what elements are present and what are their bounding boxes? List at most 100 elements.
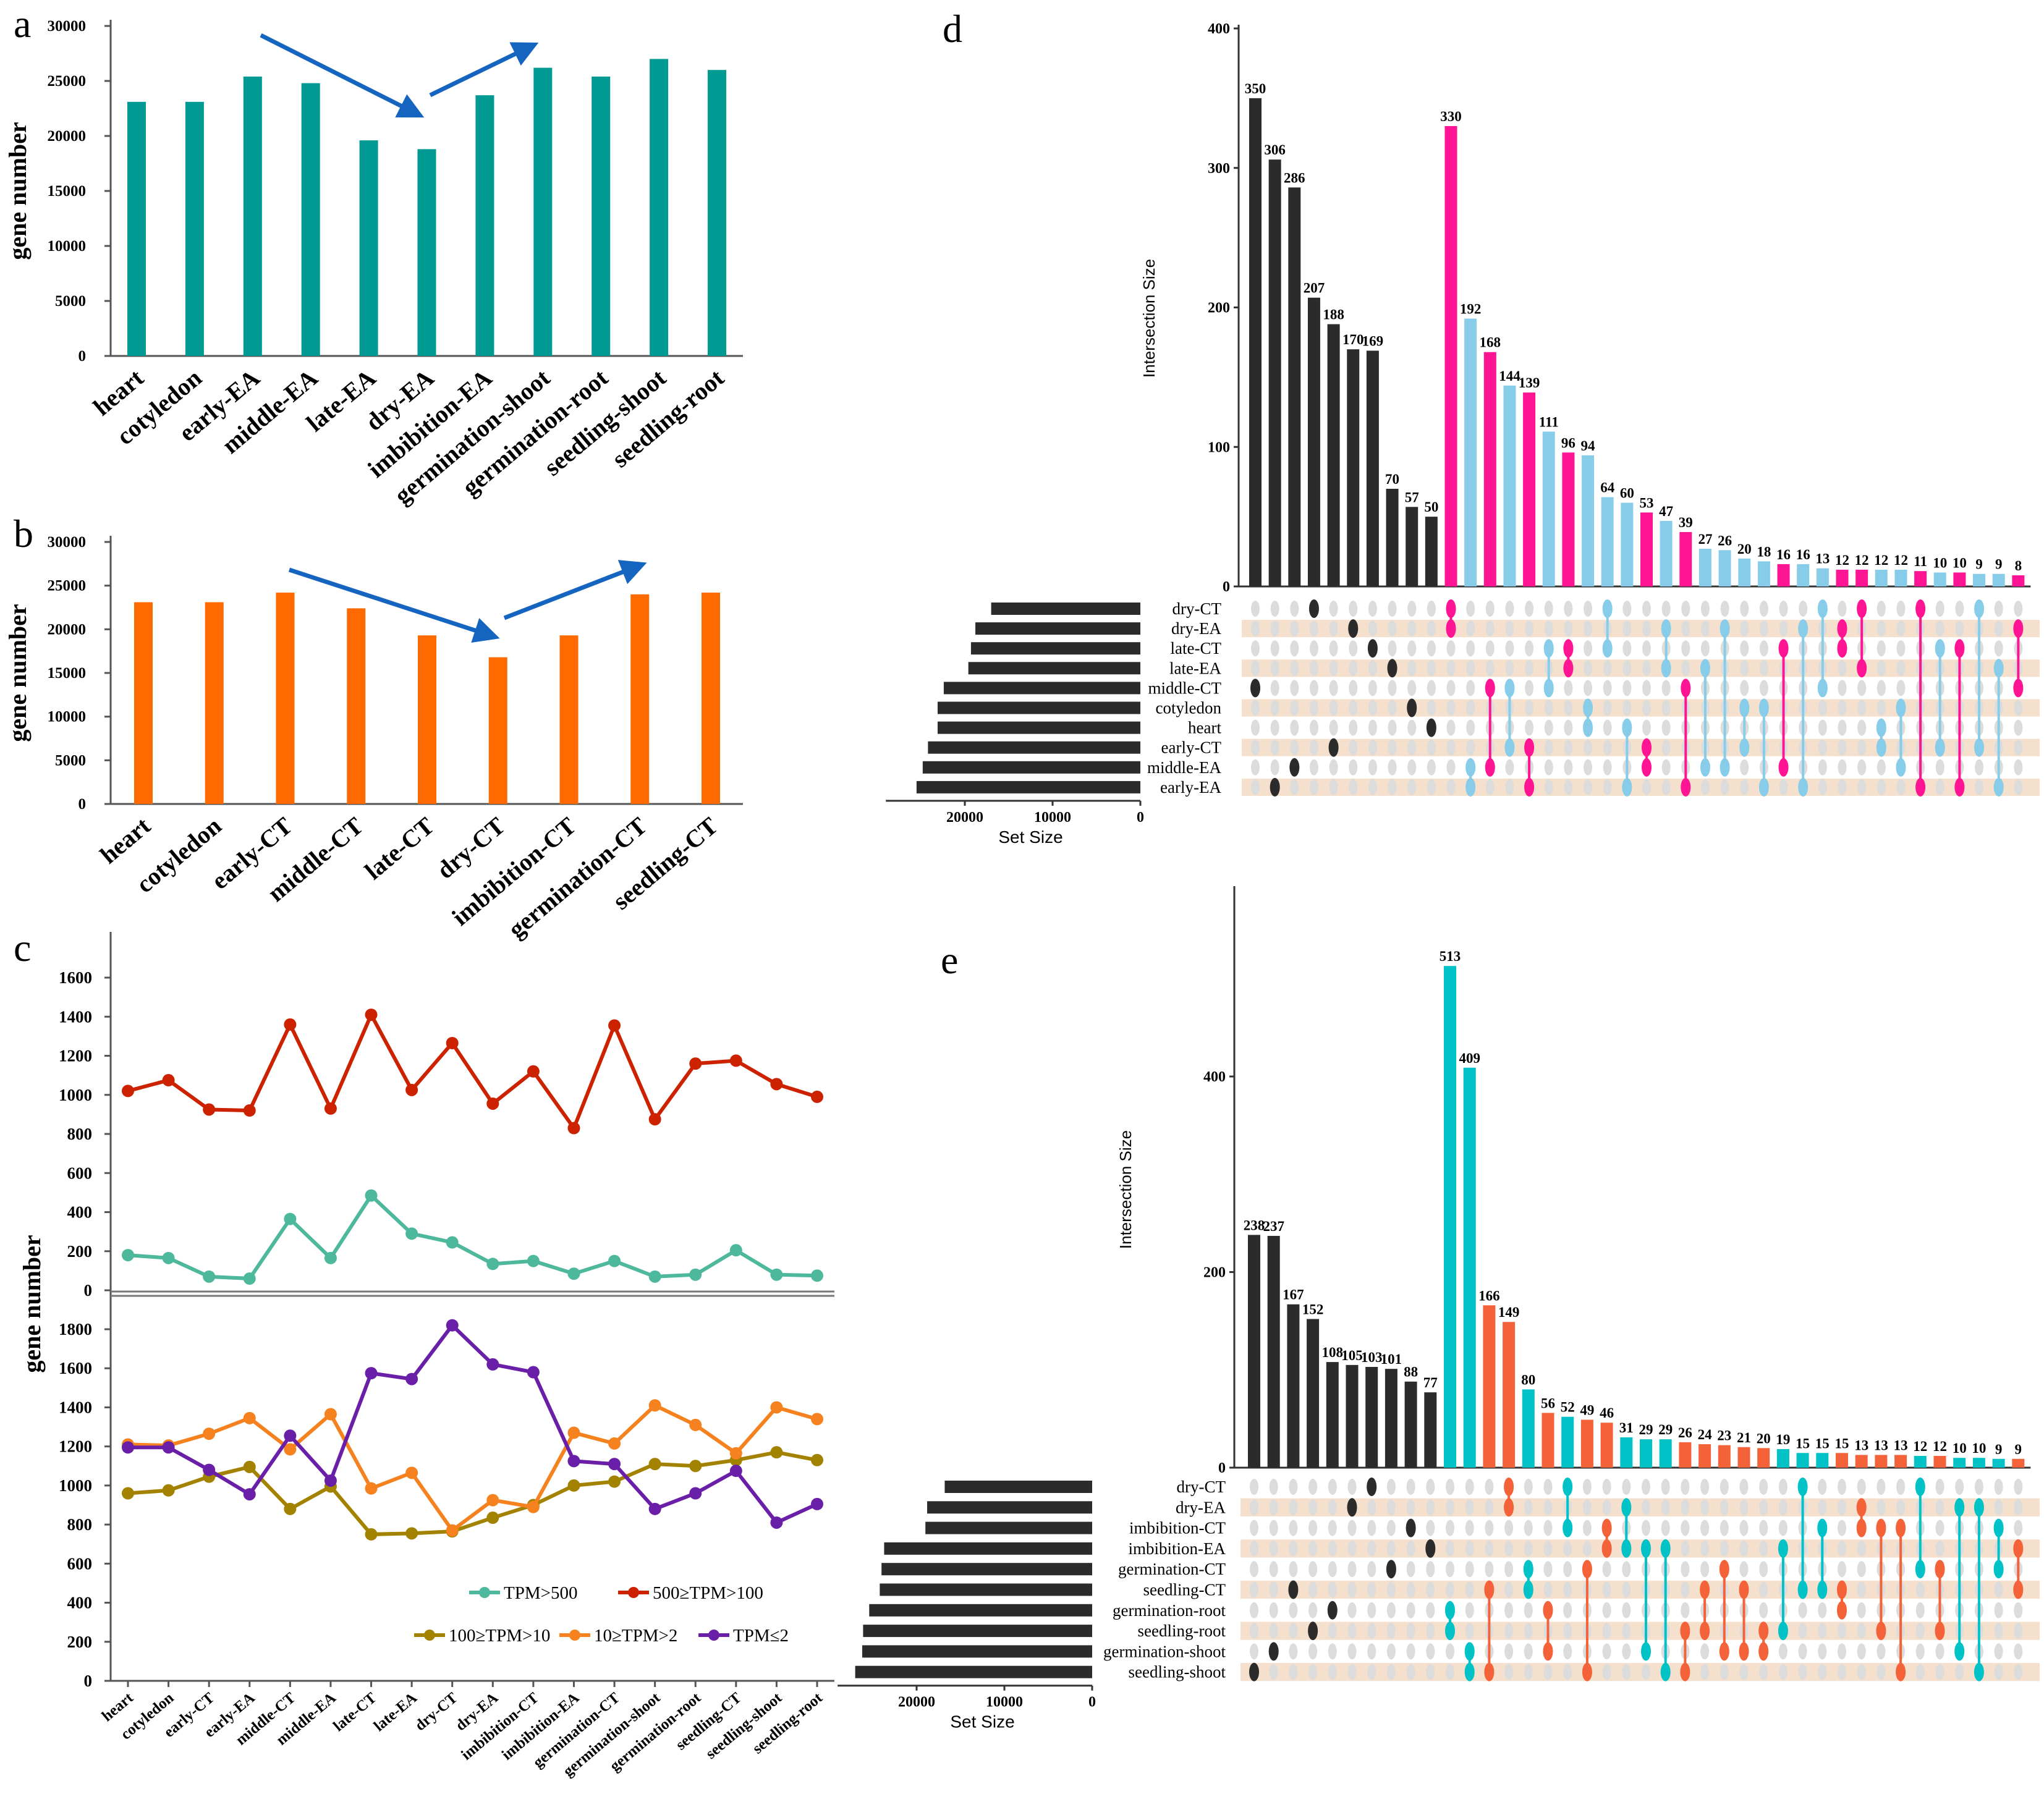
matrix-dot-empty	[1838, 660, 1847, 677]
matrix-dot-empty	[1603, 739, 1612, 756]
bar-value-label: 49	[1580, 1402, 1594, 1418]
set-label: imbibition-EA	[1129, 1539, 1226, 1558]
matrix-dot-empty	[1838, 601, 1847, 617]
matrix-dot-empty	[1681, 1581, 1690, 1598]
bar-value-label: 26	[1718, 533, 1732, 548]
matrix-dot-filled	[1954, 1498, 1965, 1517]
x-tick-label: late-CT	[359, 811, 439, 885]
data-point	[203, 1427, 216, 1440]
intersection-bar	[1386, 488, 1399, 586]
matrix-dot-empty	[1896, 640, 1906, 657]
matrix-dot-filled	[1387, 659, 1397, 678]
matrix-dot-empty	[1504, 1540, 1514, 1557]
matrix-dot-empty	[1504, 1561, 1514, 1578]
y-tick-label: 1000	[59, 1086, 92, 1104]
matrix-dot-filled	[1563, 659, 1574, 678]
matrix-dot-empty	[1759, 1479, 1768, 1495]
bar-value-label: 18	[1757, 544, 1771, 559]
bar-value-label: 139	[1519, 375, 1540, 391]
bar-value-label: 13	[1894, 1437, 1908, 1453]
matrix-dot-filled	[2013, 619, 2024, 638]
y-tick-label: 5000	[55, 752, 86, 769]
bar-value-label: 513	[1440, 949, 1461, 964]
matrix-dot-empty	[1309, 680, 1318, 696]
data-point	[648, 1399, 661, 1412]
y-tick-label: 200	[1208, 300, 1230, 316]
data-point	[243, 1460, 256, 1473]
matrix-dot-empty	[1328, 1581, 1337, 1598]
matrix-dot-empty	[1838, 1664, 1846, 1680]
bar-value-label: 188	[1323, 307, 1344, 323]
matrix-dot-filled	[1778, 758, 1789, 777]
matrix-dot-filled	[1268, 1642, 1279, 1661]
matrix-dot-empty	[1426, 1664, 1435, 1680]
matrix-dot-empty	[1681, 1561, 1690, 1578]
matrix-dot-empty	[1329, 601, 1338, 617]
intersection-bar	[1933, 572, 1946, 586]
bar-germination-root	[592, 76, 611, 356]
matrix-dot-empty	[1446, 719, 1456, 736]
matrix-dot-empty	[1563, 1664, 1572, 1680]
matrix-dot-filled	[1484, 1580, 1495, 1599]
legend-marker	[569, 1630, 580, 1641]
matrix-dot-empty	[1328, 1623, 1337, 1639]
matrix-dot-empty	[1270, 680, 1279, 696]
matrix-dot-filled	[1641, 1539, 1651, 1558]
data-point	[446, 1236, 459, 1249]
matrix-dot-empty	[1250, 1581, 1258, 1598]
matrix-dot-empty	[1406, 1479, 1415, 1495]
matrix-dot-empty	[1739, 1479, 1749, 1495]
data-point	[365, 1528, 378, 1541]
matrix-dot-empty	[1446, 700, 1456, 716]
matrix-dot-empty	[1642, 1664, 1650, 1680]
matrix-dot-empty	[1270, 719, 1279, 736]
matrix-dot-empty	[1368, 700, 1377, 716]
matrix-dot-empty	[1935, 601, 1944, 617]
bar-value-label: 207	[1304, 281, 1325, 296]
intersection-bar	[1483, 352, 1496, 586]
matrix-dot-empty	[1329, 700, 1338, 716]
bar-value-label: 12	[1933, 1439, 1947, 1454]
set-label: cotyledon	[1156, 699, 1222, 717]
data-point	[729, 1244, 742, 1257]
matrix-dot-empty	[1524, 1540, 1533, 1557]
data-point	[243, 1411, 256, 1424]
matrix-dot-empty	[1838, 700, 1847, 716]
bar-value-label: 108	[1322, 1345, 1344, 1360]
data-point	[689, 1418, 702, 1431]
matrix-dot-empty	[1290, 719, 1299, 736]
matrix-dot-empty	[1250, 1623, 1258, 1639]
data-point	[689, 1460, 702, 1473]
set-label: seedling-CT	[1143, 1581, 1226, 1599]
data-point	[203, 1103, 216, 1116]
bar-value-label: 13	[1874, 1437, 1888, 1453]
matrix-dot-empty	[1838, 680, 1847, 696]
matrix-dot-empty	[1935, 1479, 1944, 1495]
data-point	[608, 1019, 621, 1032]
matrix-dot-empty	[1270, 759, 1279, 776]
matrix-dot-empty	[1759, 1520, 1768, 1536]
matrix-dot-empty	[1720, 1664, 1729, 1680]
matrix-dot-empty	[1818, 1479, 1827, 1495]
bar-value-label: 168	[1480, 335, 1501, 350]
matrix-dot-empty	[1857, 1623, 1866, 1639]
matrix-dot-filled	[1798, 777, 1809, 797]
intersection-bar	[1855, 569, 1868, 586]
intersection-bar	[1718, 1445, 1731, 1468]
matrix-dot-empty	[1564, 680, 1573, 696]
bar-value-label: 306	[1264, 142, 1286, 158]
matrix-dot-empty	[1349, 779, 1358, 795]
matrix-dot-filled	[1582, 1662, 1592, 1681]
matrix-dot-empty	[1485, 1479, 1494, 1495]
bar-value-label: 169	[1362, 333, 1384, 349]
set-size-bar	[869, 1604, 1092, 1617]
bar-value-label: 13	[1854, 1437, 1868, 1453]
matrix-dot-empty	[1386, 1540, 1396, 1557]
matrix-dot-filled	[1681, 777, 1691, 797]
intersection-bar	[1992, 573, 2005, 586]
data-point	[811, 1413, 823, 1426]
y-tick-label: 200	[67, 1242, 93, 1261]
bar-value-label: 12	[1913, 1439, 1927, 1454]
matrix-dot-empty	[1543, 1561, 1553, 1578]
intersection-bar	[1406, 507, 1419, 586]
